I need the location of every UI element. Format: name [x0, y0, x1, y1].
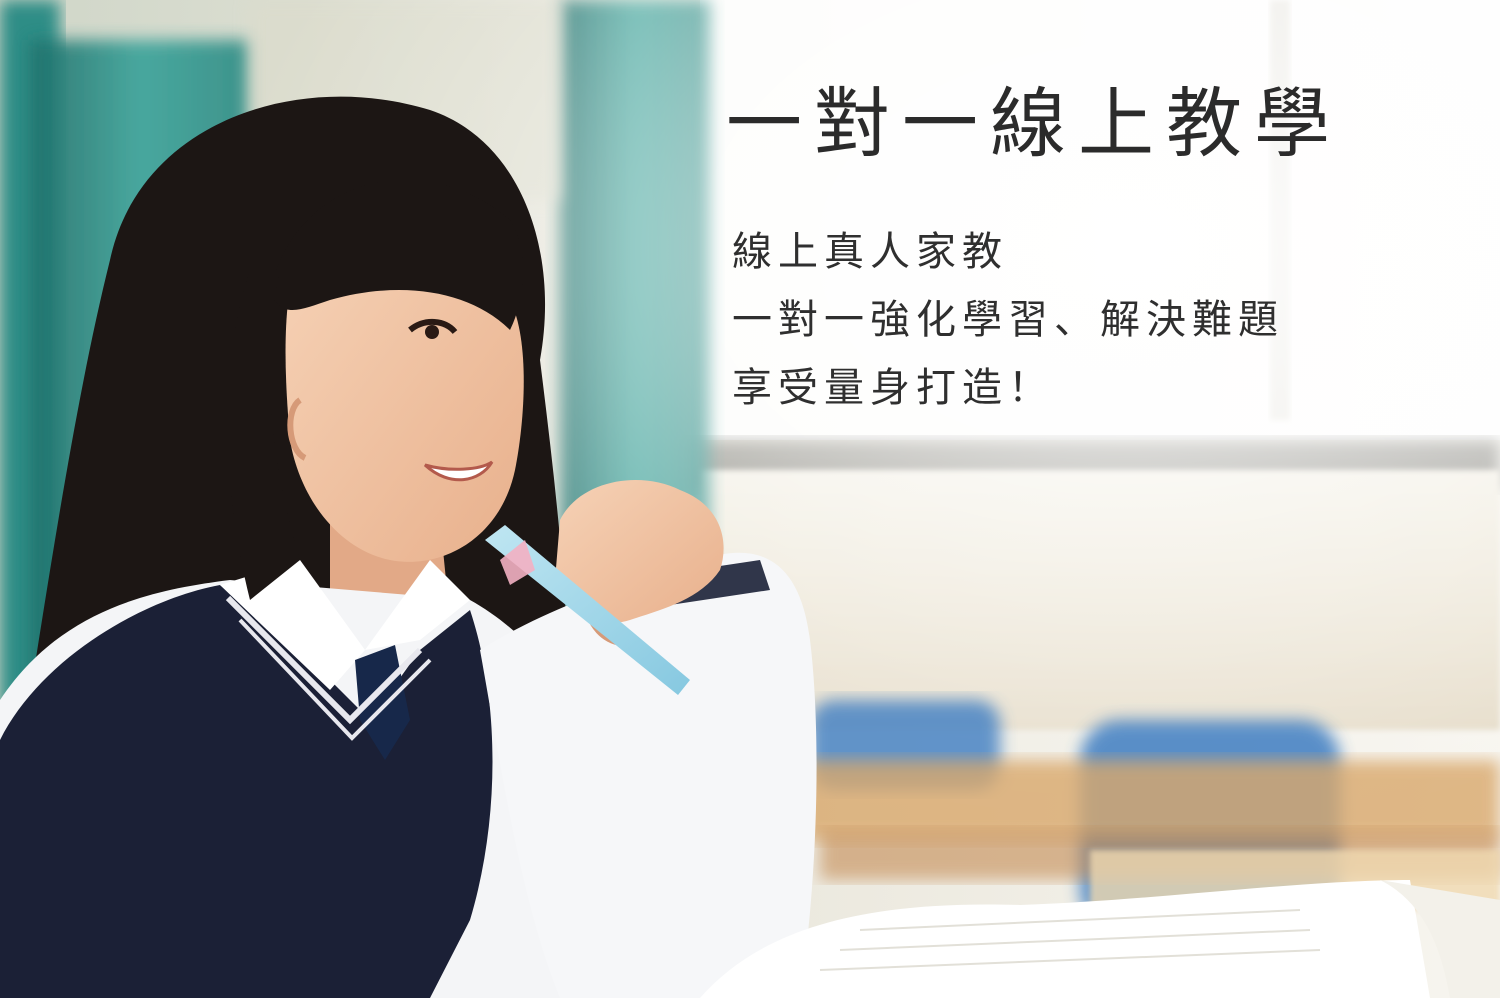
hero-subtitle-line: 一對一強化學習、解決難題 [732, 297, 1284, 343]
hero-subtitle-line: 享受量身打造！ [732, 365, 1054, 411]
hero-title: 一對一線上教學 [726, 79, 1342, 168]
hero-subtitle-line: 線上真人家教 [732, 229, 1008, 275]
hero-subtitle-list: 線上真人家教 一對一強化學習、解決難題 享受量身打造！ [732, 218, 1432, 422]
